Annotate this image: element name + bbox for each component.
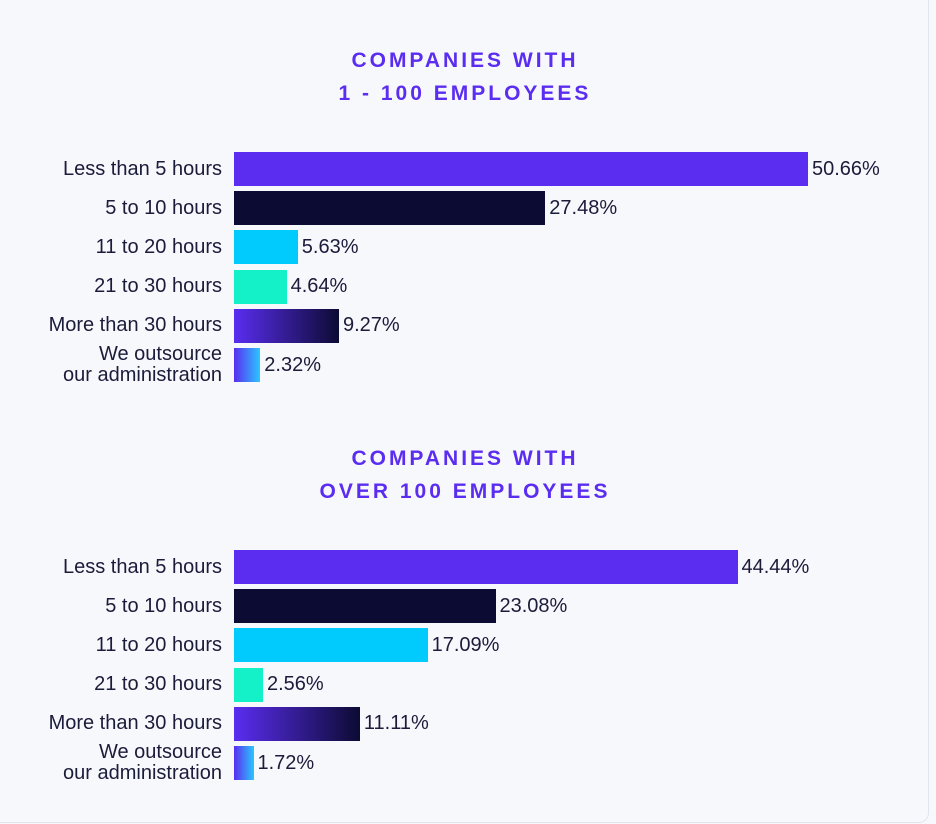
bar-row: 5 to 10 hours 27.48% <box>0 191 936 226</box>
bar-row: 11 to 20 hours 17.09% <box>0 628 936 663</box>
bar-row: More than 30 hours 9.27% <box>0 308 936 343</box>
bar-row: 21 to 30 hours 2.56% <box>0 667 936 702</box>
value-label: 9.27% <box>343 314 400 337</box>
bar <box>234 348 261 382</box>
category-label: 21 to 30 hours <box>94 673 222 696</box>
bar <box>234 706 360 741</box>
bar-row: 5 to 10 hours 23.08% <box>0 589 936 624</box>
bar <box>234 191 546 226</box>
bar <box>234 550 738 584</box>
category-label: 21 to 30 hours <box>94 275 222 298</box>
bar-row: We outsource our administration 1.72% <box>0 741 936 784</box>
bar-row: More than 30 hours 11.11% <box>0 706 936 741</box>
value-label: 17.09% <box>431 633 500 656</box>
chart-title-line-1: COMPANIES WITH <box>351 447 579 470</box>
category-label: More than 30 hours <box>48 712 222 735</box>
chart-title-line-1: COMPANIES WITH <box>351 49 579 72</box>
chart-title: COMPANIES WITH 1 - 100 EMPLOYEES <box>0 44 930 110</box>
value-label: 27.48% <box>549 196 618 219</box>
value-label: 23.08% <box>499 594 568 617</box>
chart-title: COMPANIES WITH OVER 100 EMPLOYEES <box>0 442 930 508</box>
value-label: 11.11% <box>363 712 429 735</box>
bar <box>234 269 287 304</box>
category-label: We outsource our administration <box>63 741 222 784</box>
value-label: 2.32% <box>264 353 322 376</box>
value-label: 50.66% <box>812 157 880 180</box>
bar-row: Less than 5 hours 44.44% <box>0 550 936 584</box>
value-label: 44.44% <box>741 555 810 578</box>
category-label: Less than 5 hours <box>63 157 222 180</box>
bar-row: We outsource our administration 2.32% <box>0 343 936 386</box>
bar <box>234 746 254 780</box>
bar-row: 11 to 20 hours 5.63% <box>0 230 936 265</box>
bar-row: 21 to 30 hours 4.64% <box>0 269 936 304</box>
category-label: 5 to 10 hours <box>105 196 222 219</box>
bar <box>234 589 496 624</box>
value-label: 1.72% <box>257 751 315 774</box>
chart-title-line-2: OVER 100 EMPLOYEES <box>319 480 611 503</box>
category-label: We outsource our administration <box>63 343 222 386</box>
category-label: Less than 5 hours <box>63 555 222 578</box>
value-label: 2.56% <box>267 673 324 696</box>
bar-row: Less than 5 hours 50.66% <box>0 152 936 186</box>
value-label: 5.63% <box>301 235 359 258</box>
bar <box>234 667 263 702</box>
value-label: 4.64% <box>290 275 348 298</box>
bar <box>234 628 428 663</box>
chart-title-line-2: 1 - 100 EMPLOYEES <box>338 82 592 105</box>
category-label: 11 to 20 hours <box>95 235 222 258</box>
category-label: More than 30 hours <box>48 314 222 337</box>
category-label: 5 to 10 hours <box>105 594 222 617</box>
bar <box>234 230 298 265</box>
bar <box>234 152 808 186</box>
bar <box>234 308 339 343</box>
category-label: 11 to 20 hours <box>95 633 222 656</box>
